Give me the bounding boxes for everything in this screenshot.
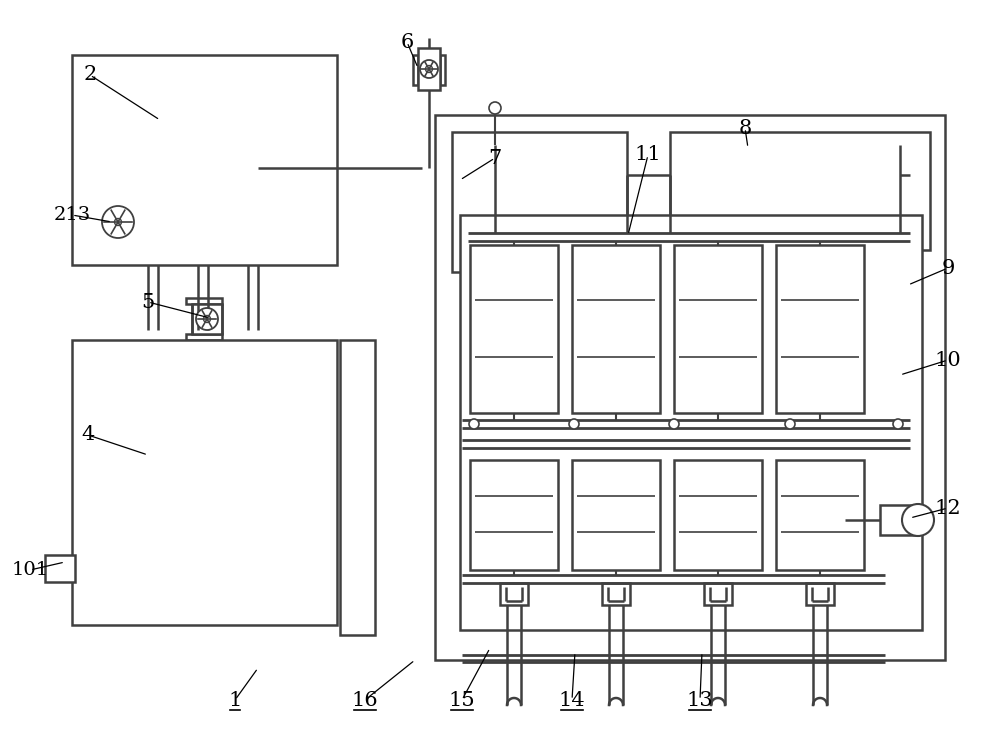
Text: 101: 101 (11, 561, 49, 579)
Bar (435, 115, 945, 660)
Bar (500, 583, 528, 605)
Bar (806, 583, 834, 605)
Bar (186, 334, 222, 340)
Text: 2: 2 (83, 65, 97, 84)
Text: 10: 10 (935, 351, 961, 370)
Circle shape (102, 206, 134, 238)
Bar (418, 48, 440, 90)
Bar (670, 132, 930, 250)
Bar (674, 460, 762, 570)
Bar (186, 298, 222, 304)
Bar (880, 505, 915, 535)
Text: 16: 16 (352, 690, 378, 709)
Text: 8: 8 (738, 119, 752, 138)
Circle shape (893, 419, 903, 429)
Text: 15: 15 (449, 690, 475, 709)
Bar (776, 460, 864, 570)
Text: 5: 5 (141, 293, 155, 312)
Bar (192, 304, 222, 334)
Text: 7: 7 (488, 149, 502, 168)
Circle shape (469, 419, 479, 429)
Bar (470, 245, 558, 413)
Text: 213: 213 (53, 206, 91, 224)
Bar (72, 340, 337, 625)
Circle shape (114, 218, 122, 225)
Circle shape (204, 315, 210, 323)
Bar (674, 245, 762, 413)
Bar (440, 55, 445, 85)
Circle shape (420, 60, 438, 78)
Bar (45, 555, 75, 582)
Text: 11: 11 (635, 146, 661, 165)
Bar (704, 583, 732, 605)
Bar (602, 583, 630, 605)
Bar (572, 460, 660, 570)
Bar (72, 55, 337, 265)
Text: 6: 6 (400, 32, 414, 51)
Circle shape (426, 65, 432, 72)
Bar (413, 55, 418, 85)
Text: 4: 4 (81, 425, 95, 444)
Bar (776, 245, 864, 413)
Circle shape (196, 308, 218, 330)
Circle shape (902, 504, 934, 536)
Text: 12: 12 (935, 498, 961, 518)
Text: 13: 13 (687, 690, 713, 709)
Bar (340, 340, 375, 635)
Bar (460, 215, 922, 630)
Bar (470, 460, 558, 570)
Circle shape (785, 419, 795, 429)
Circle shape (669, 419, 679, 429)
Text: 14: 14 (559, 690, 585, 709)
Text: 9: 9 (941, 258, 955, 277)
Bar (452, 132, 627, 272)
Text: 1: 1 (228, 690, 242, 709)
Circle shape (569, 419, 579, 429)
Bar (572, 245, 660, 413)
Circle shape (489, 102, 501, 114)
